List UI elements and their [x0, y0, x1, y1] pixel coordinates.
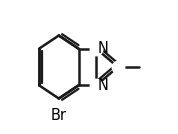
Text: N: N: [98, 41, 109, 56]
Text: Br: Br: [51, 108, 67, 123]
Text: N: N: [98, 78, 109, 93]
